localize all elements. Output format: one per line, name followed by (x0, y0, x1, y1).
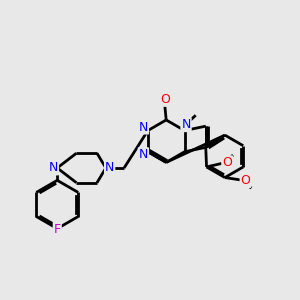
Text: N: N (49, 161, 58, 175)
Text: F: F (54, 223, 61, 236)
Text: N: N (181, 118, 191, 131)
Text: N: N (139, 148, 148, 161)
Text: N: N (105, 161, 114, 175)
Text: O: O (241, 174, 250, 187)
Text: O: O (160, 93, 170, 106)
Text: O: O (222, 156, 232, 169)
Text: N: N (139, 121, 148, 134)
